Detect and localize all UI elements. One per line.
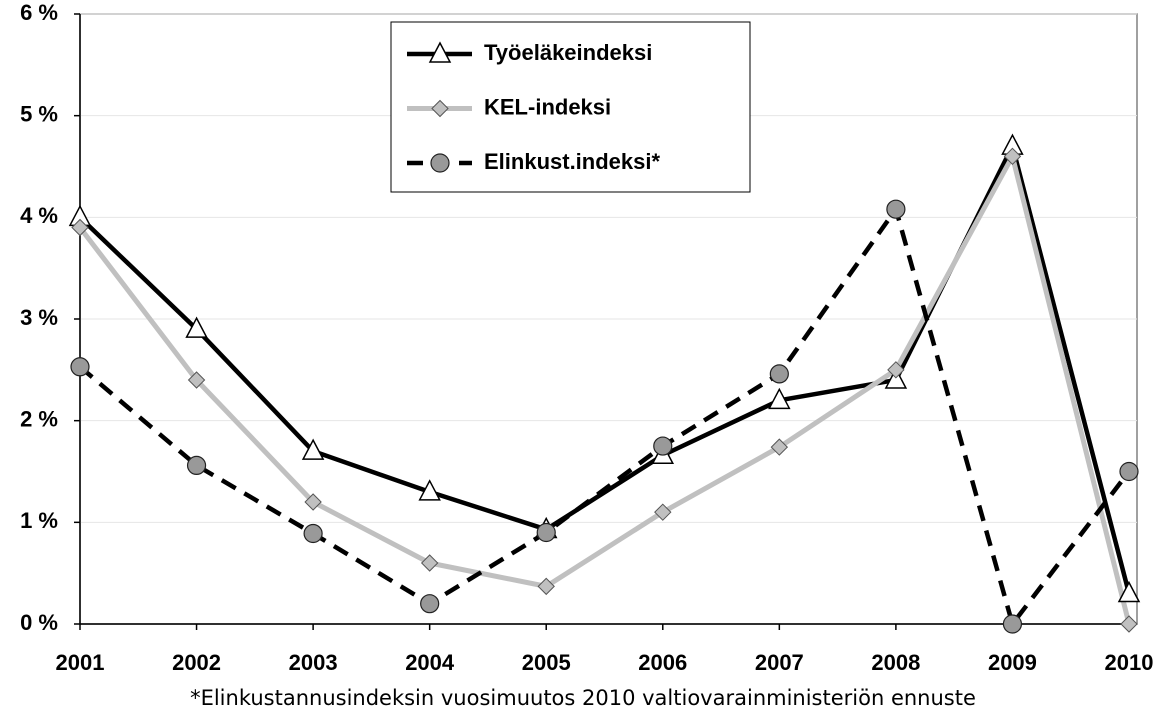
marker [303, 523, 323, 544]
marker [1117, 580, 1141, 603]
x-tick-label: 2010 [1105, 650, 1154, 675]
legend-label: KEL-indeksi [484, 94, 611, 119]
series-line [78, 153, 1132, 625]
marker [537, 577, 555, 596]
legend-label: Työeläkeindeksi [484, 40, 652, 65]
x-tick-label: 2003 [289, 650, 338, 675]
marker [431, 99, 449, 118]
marker [430, 153, 450, 173]
marker [1002, 614, 1023, 634]
x-tick-label: 2005 [522, 650, 571, 675]
marker [654, 503, 672, 521]
marker [70, 357, 90, 377]
y-tick-label: 1 % [20, 508, 58, 533]
x-tick-label: 2002 [172, 650, 221, 675]
x-tick-label: 2006 [638, 650, 687, 675]
marker [304, 493, 322, 511]
marker [1119, 461, 1139, 482]
marker [886, 199, 906, 219]
x-tick-label: 2004 [405, 650, 455, 675]
x-tick-label: 2007 [755, 650, 804, 675]
y-tick-label: 2 % [20, 406, 58, 431]
marker [769, 364, 789, 384]
x-tick-label: 2001 [56, 650, 105, 675]
x-tick-label: 2009 [988, 650, 1037, 675]
series-line [78, 143, 1132, 595]
marker [420, 554, 439, 572]
marker [418, 479, 441, 501]
marker [1003, 147, 1022, 166]
marker [653, 436, 673, 456]
y-tick-label: 3 % [20, 305, 58, 330]
y-tick-label: 5 % [20, 101, 58, 126]
footnote: *Elinkustannusindeksin vuosimuutos 2010 … [190, 686, 976, 710]
marker [185, 316, 208, 338]
y-tick-label: 4 % [20, 203, 58, 228]
marker [1120, 615, 1138, 633]
marker [770, 438, 789, 456]
marker [887, 361, 905, 379]
marker [301, 438, 325, 460]
marker [187, 371, 206, 389]
y-tick-label: 0 % [20, 610, 58, 635]
marker [420, 594, 440, 614]
marker [71, 218, 89, 237]
y-tick-label: 6 % [20, 0, 58, 25]
x-tick-label: 2008 [871, 650, 920, 675]
marker [428, 41, 452, 63]
legend-label: Elinkust.indeksi* [484, 149, 660, 174]
marker [186, 455, 207, 475]
marker [536, 522, 556, 543]
series-line [78, 206, 1131, 627]
marker [768, 387, 791, 410]
